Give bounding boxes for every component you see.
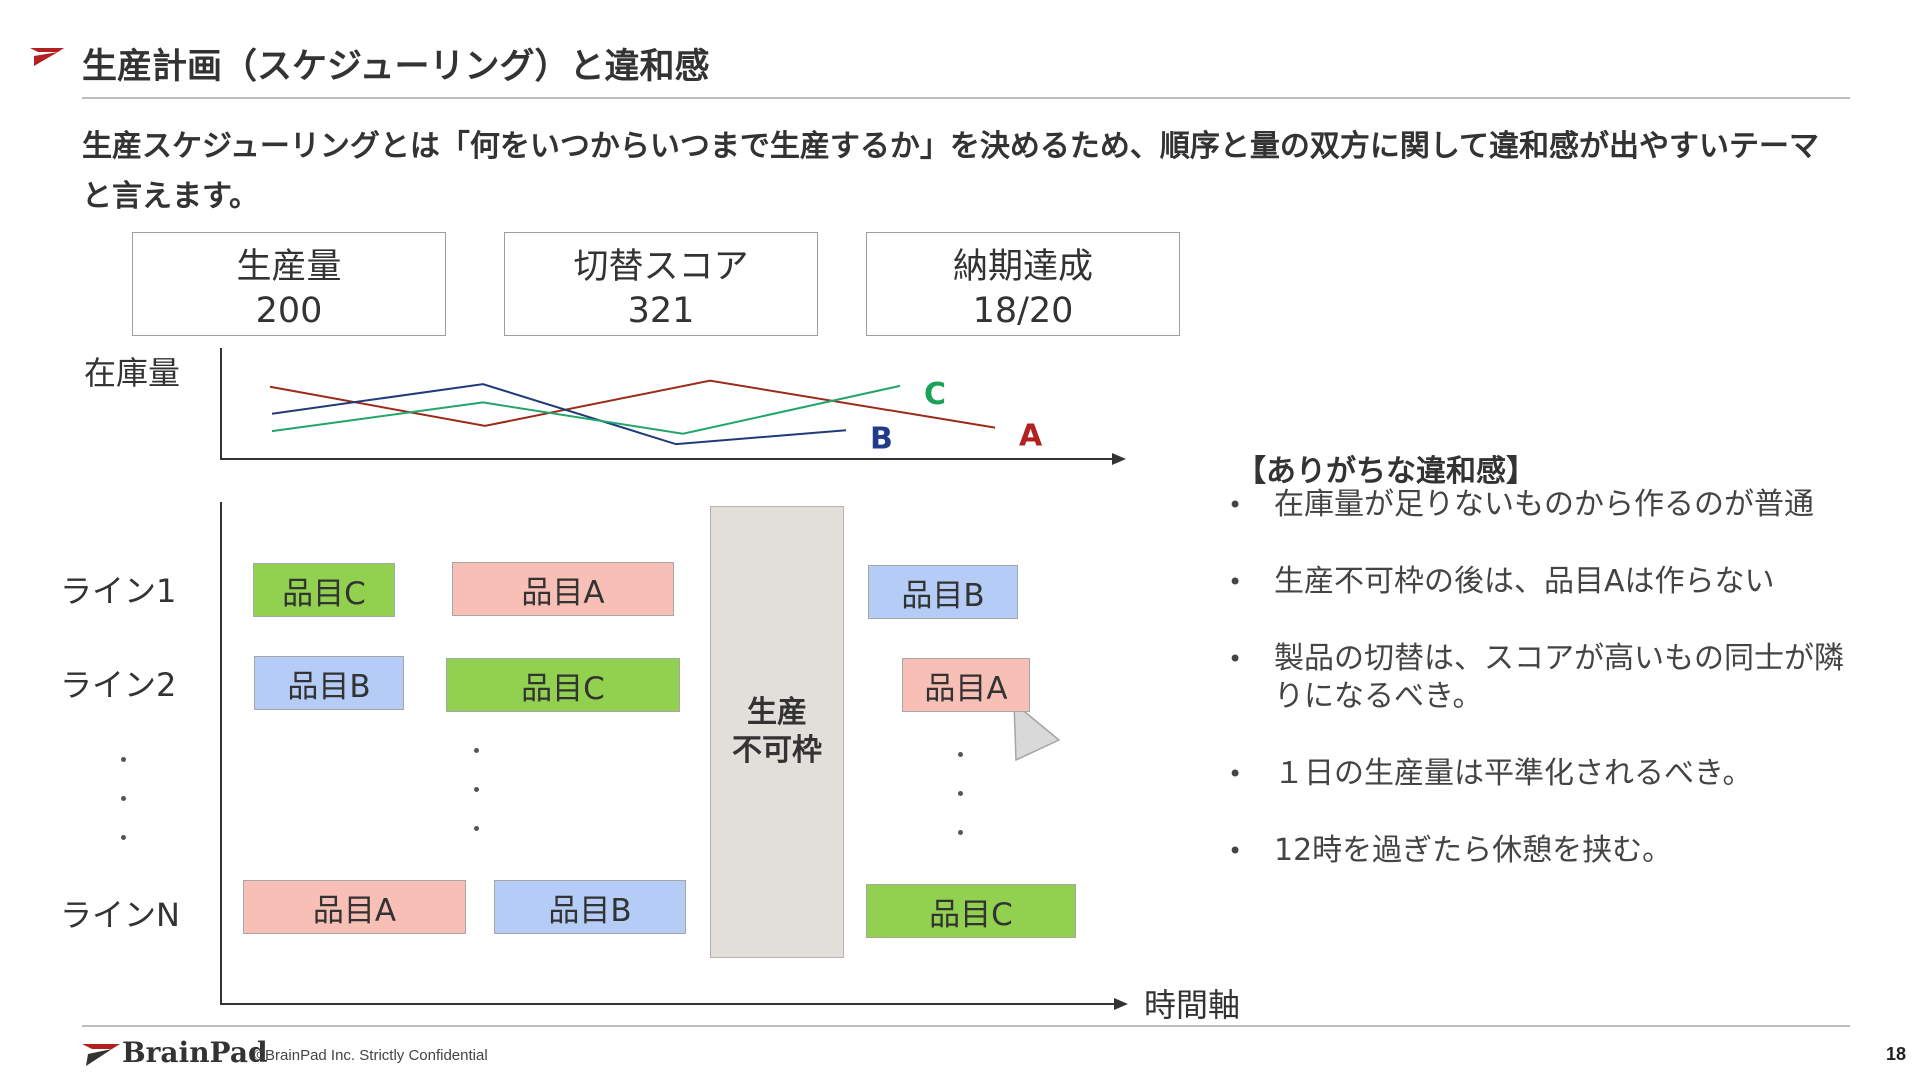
kpi-value: 200 [255,291,323,331]
notes-list-item: • 在庫量が足りないものから作るのが普通 [1228,487,1814,522]
ellipsis-dot [474,826,479,831]
inventory-series-a-label: A [1019,419,1043,454]
footer-divider [82,1025,1850,1027]
schedule-axes [220,502,1128,1010]
notes-list-item: • 生産不可枠の後は、品目Aは作らない [1228,564,1775,599]
ellipsis-dot [958,830,963,835]
inventory-series-a-line [269,379,996,429]
inventory-series-c-label: C [924,377,946,412]
inventory-series-b-line [271,383,847,446]
block-label-line-2: 不可枠 [732,733,822,768]
title-divider [82,97,1850,99]
notes-heading: 【ありがちな違和感】 [1236,454,1536,489]
inventory-series-b-label: B [870,421,893,456]
inventory-line-chart: A BC [220,348,1126,465]
lead-text: 生産スケジューリングとは「何をいつからいつまで生産するか」を決めるため、順序と量… [82,129,1819,214]
schedule-bar-item-a: 品目A [452,562,674,616]
ellipsis-dot [121,757,126,762]
kpi-value: 18/20 [972,291,1074,331]
kpi-label: 生産量 [236,247,342,287]
block-label-line-1: 生産 [747,695,807,730]
schedule-x-axis-arrow [1114,998,1128,1010]
kpi-changeover-score: 切替スコア 321 [504,232,818,336]
schedule-bar-item-b: 品目B [868,565,1018,619]
notes-list: • 在庫量が足りないものから作るのが普通 • 生産不可枠の後は、品目Aは作らない •… [1224,486,1864,870]
page-number: 18 [1885,1044,1906,1064]
schedule-bar-item-b: 品目B [254,656,404,710]
ellipsis-dot [121,796,126,801]
kpi-label: 切替スコア [573,247,749,287]
line-label-2: ライン2 [60,666,177,704]
ellipsis-dot [474,748,479,753]
ellipsis-dot [958,752,963,757]
page-title: 生産計画（スケジューリング）と違和感 [82,47,710,87]
notes-list-item: • 12時を過ぎたら休憩を挟む。 [1228,833,1673,868]
brainpad-logo-icon [82,1044,120,1066]
notes-list-item: • 製品の切替は、スコアが高いもの同士が隣りになるべき。 [1228,641,1844,714]
schedule-bar-item-c: 品目C [446,658,680,712]
ellipsis-dot [958,791,963,796]
kpi-value: 321 [627,291,695,331]
schedule-bar-item-b: 品目B [494,880,686,934]
schedule-bar-item-a: 品目A [902,658,1030,712]
brand-mark-icon [30,48,64,66]
brand-logo-text: BrainPad [122,1036,268,1069]
schedule-bar-item-c: 品目C [866,884,1076,938]
kpi-production-volume: 生産量 200 [132,232,446,336]
schedule-bar-item-c: 品目C [253,563,395,617]
inventory-x-axis-arrow [1112,453,1126,465]
cursor-arrow-icon [1013,701,1061,762]
copyright-text: ©BrainPad Inc. Strictly Confidential [254,1047,488,1064]
production-unavailable-block: 生産 不可枠 [710,506,844,958]
inventory-axis-label: 在庫量 [84,354,181,392]
inventory-series-c-line [271,384,901,435]
kpi-delivery-achievement: 納期達成 18/20 [866,232,1180,336]
time-axis-label: 時間軸 [1144,986,1241,1024]
line-label-1: ライン1 [60,572,177,610]
line-label-n: ラインN [60,896,180,934]
kpi-label: 納期達成 [952,247,1093,287]
schedule-bar-item-a: 品目A [243,880,466,934]
notes-list-item: • １日の生産量は平準化されるべき。 [1228,756,1753,791]
ellipsis-dot [474,787,479,792]
ellipsis-dot [121,835,126,840]
